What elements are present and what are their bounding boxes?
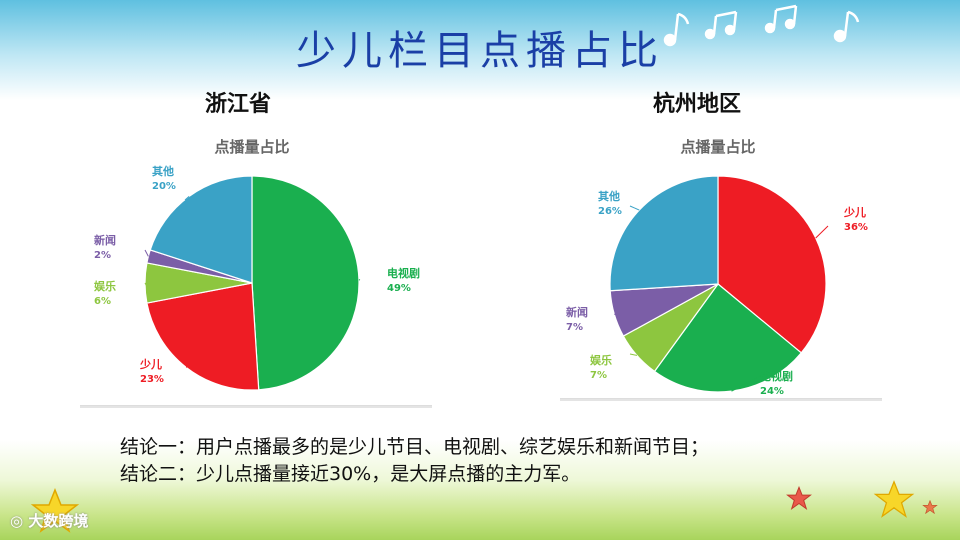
chart-panel-zhejiang: 点播量占比电视剧 49% 少儿 23% 娱乐 6% 新闻 2% 其他 20% xyxy=(80,120,432,406)
slice-label-4: 其他 xyxy=(152,164,174,178)
star-decoration-yellow xyxy=(873,480,915,518)
conclusion-2: 结论二：少儿点播量接近30%，是大屏点播的主力军。 xyxy=(120,463,581,485)
slice-percent-3: 7% xyxy=(566,322,583,333)
leader-line-1 xyxy=(185,359,189,368)
slice-percent-3: 2% xyxy=(94,250,111,261)
pie-slice-0 xyxy=(251,175,360,391)
slice-percent-4: 20% xyxy=(152,181,176,192)
region-title-hangzhou: 杭州地区 xyxy=(653,92,742,117)
slice-label-0: 少儿 xyxy=(843,205,866,219)
star-decoration-red xyxy=(786,486,812,510)
slice-label-3: 新闻 xyxy=(566,305,588,319)
slice-percent-1: 24% xyxy=(760,386,784,397)
pie-slice-1 xyxy=(146,282,260,391)
leader-line-4 xyxy=(184,196,190,201)
leader-line-1 xyxy=(731,370,771,392)
leader-line-2 xyxy=(144,282,151,293)
pie-slice-4 xyxy=(149,175,253,284)
slice-percent-1: 23% xyxy=(140,374,164,385)
chart-title: 点播量占比 xyxy=(680,138,755,156)
slice-percent-4: 26% xyxy=(598,206,622,217)
slice-label-1: 少儿 xyxy=(139,357,162,371)
conclusions: 结论一：用户点播最多的是少儿节目、电视剧、综艺娱乐和新闻节目； 结论二：少儿点播… xyxy=(120,434,709,488)
conclusion-1: 结论一：用户点播最多的是少儿节目、电视剧、综艺娱乐和新闻节目； xyxy=(120,436,710,458)
leader-line-3 xyxy=(614,313,621,317)
logo: ◎ 大数跨境 xyxy=(10,510,88,531)
music-notes-decoration xyxy=(663,4,860,47)
chart-panel-hangzhou: 点播量占比少儿 36% 电视剧 24% 娱乐 7% 新闻 7% 其他 26% xyxy=(560,126,882,399)
slice-label-3: 新闻 xyxy=(94,233,116,247)
star-decoration-small xyxy=(922,500,938,514)
slice-label-1: 电视剧 xyxy=(760,369,793,383)
logo-mark-icon: ◎ xyxy=(10,512,24,530)
slice-label-2: 娱乐 xyxy=(94,279,116,293)
slice-label-4: 其他 xyxy=(598,189,620,203)
slice-percent-0: 49% xyxy=(387,283,411,294)
leader-line-3 xyxy=(144,249,149,257)
slice-percent-0: 36% xyxy=(844,222,868,233)
slice-label-2: 娱乐 xyxy=(590,353,612,367)
pie-slice-4 xyxy=(609,175,719,292)
region-title-zhejiang: 浙江省 xyxy=(205,92,272,117)
leader-line-4 xyxy=(629,205,640,211)
chart-title: 点播量占比 xyxy=(214,138,289,156)
logo-text: 大数跨境 xyxy=(28,512,89,530)
star-decoration-left xyxy=(30,488,80,533)
pie-slice-0 xyxy=(717,175,827,354)
leader-line-2 xyxy=(629,353,638,356)
slice-percent-2: 7% xyxy=(590,370,607,381)
slide-title: 少儿栏目点播占比 xyxy=(296,28,664,74)
leader-line-0 xyxy=(815,225,829,239)
slice-percent-2: 6% xyxy=(94,296,111,307)
slice-label-0: 电视剧 xyxy=(387,266,420,280)
